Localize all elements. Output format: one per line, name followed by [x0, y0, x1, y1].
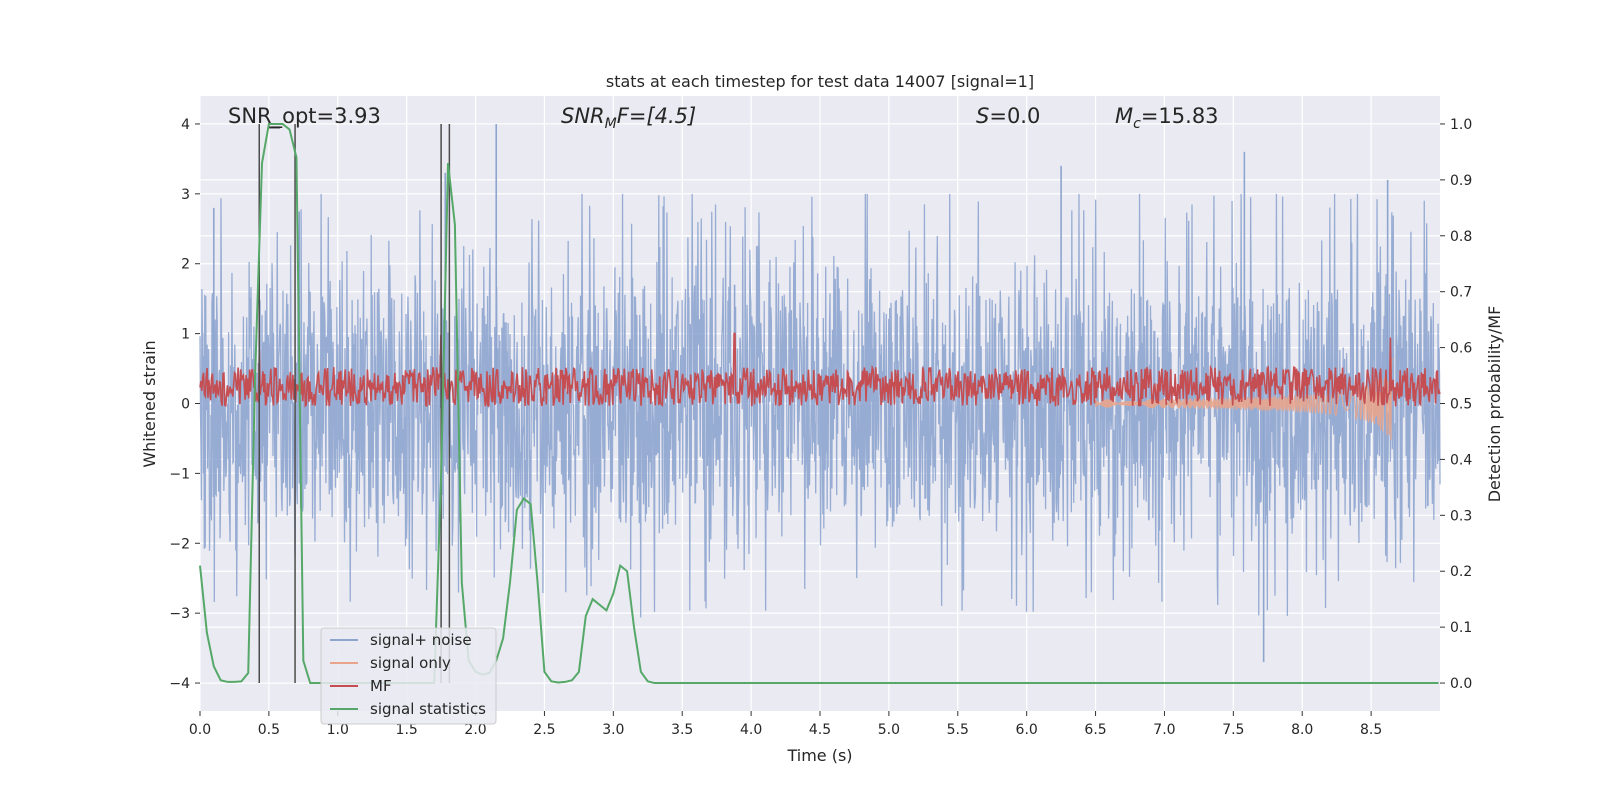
annotation-s: S=0.0 [976, 104, 1040, 128]
y-left-tick-label: 0 [181, 397, 190, 413]
y-axis-right-ticks: 0.0 0.1 0.2 0.3 0.4 0.5 0.6 0.7 0.8 0.9 1.0 [1440, 117, 1472, 692]
x-tick-label: 2.0 [464, 722, 486, 738]
annotation-snr-opt: SNR_opt=3.93 [228, 104, 381, 129]
y-right-tick-label: 0.2 [1450, 564, 1472, 580]
x-tick-label: 1.0 [327, 722, 349, 738]
y-left-tick-label: 2 [181, 257, 190, 273]
legend-label-signal-noise: signal+ noise [370, 631, 472, 649]
y-left-tick-label: −1 [169, 466, 190, 482]
y-axis-left-label: Whitened strain [140, 340, 159, 467]
vertical-markers [258, 123, 451, 684]
y-right-tick-label: 0.9 [1450, 173, 1472, 189]
y-left-tick-label: 3 [181, 187, 190, 203]
y-right-tick-label: 0.3 [1450, 508, 1472, 524]
legend-label-signal-statistics: signal statistics [370, 700, 486, 718]
legend-box [320, 627, 497, 725]
signal-only-series [1094, 358, 1394, 441]
x-tick-label: 7.5 [1222, 722, 1244, 738]
x-tick-label: 0.5 [258, 722, 280, 738]
y-axis-left-ticks: −4 −3 −2 −1 0 1 2 3 4 [169, 117, 200, 692]
legend-label-signal-only: signal only [370, 654, 451, 672]
x-tick-label: 0.0 [189, 722, 211, 738]
signal-only-line [1094, 358, 1394, 441]
y-left-tick-label: −2 [169, 536, 190, 552]
signal-statistics-series [199, 122, 1439, 685]
y-left-tick-label: −4 [169, 676, 190, 692]
legend: signal+ noise signal only MF signal stat… [320, 627, 497, 725]
mf-line [199, 332, 1441, 408]
y-left-tick-label: 4 [181, 117, 190, 133]
legend-label-mf: MF [370, 677, 392, 695]
x-tick-label: 8.0 [1291, 722, 1313, 738]
x-axis-ticks: 0.0 0.5 1.0 1.5 2.0 2.5 3.0 3.5 4.0 4.5 5.0 5.5 6.0 6… [189, 711, 1382, 738]
y-right-tick-label: 0.0 [1450, 676, 1472, 692]
x-tick-label: 2.5 [533, 722, 555, 738]
y-left-tick-label: 1 [181, 327, 190, 343]
x-tick-label: 8.5 [1360, 722, 1382, 738]
y-right-tick-label: 0.6 [1450, 341, 1472, 357]
y-right-tick-label: 0.4 [1450, 452, 1472, 468]
x-tick-label: 6.5 [1084, 722, 1106, 738]
chart-title: stats at each timestep for test data 140… [606, 72, 1034, 91]
x-tick-label: 6.0 [1016, 722, 1038, 738]
mf-series [199, 332, 1441, 408]
signal-statistics-line [199, 122, 1439, 685]
y-right-tick-label: 0.1 [1450, 620, 1472, 636]
x-tick-label: 3.5 [671, 722, 693, 738]
x-tick-label: 1.5 [396, 722, 418, 738]
x-tick-label: 5.5 [947, 722, 969, 738]
x-tick-label: 4.5 [809, 722, 831, 738]
y-left-tick-label: −3 [169, 606, 190, 622]
x-tick-label: 7.0 [1153, 722, 1175, 738]
y-right-tick-label: 0.8 [1450, 229, 1472, 245]
x-tick-label: 4.0 [740, 722, 762, 738]
y-right-tick-label: 1.0 [1450, 117, 1472, 133]
x-axis-label: Time (s) [786, 746, 852, 765]
y-right-tick-label: 0.7 [1450, 285, 1472, 301]
x-tick-label: 3.0 [602, 722, 624, 738]
signal-noise-series [199, 123, 1441, 663]
x-tick-label: 5.0 [878, 722, 900, 738]
annotation-mc: Mc=15.83 [1115, 104, 1219, 132]
y-right-tick-label: 0.5 [1450, 397, 1472, 413]
y-axis-right-label: Detection probability/MF [1485, 306, 1504, 503]
annotation-snr-mf: SNRMF=[4.5] [561, 104, 696, 132]
